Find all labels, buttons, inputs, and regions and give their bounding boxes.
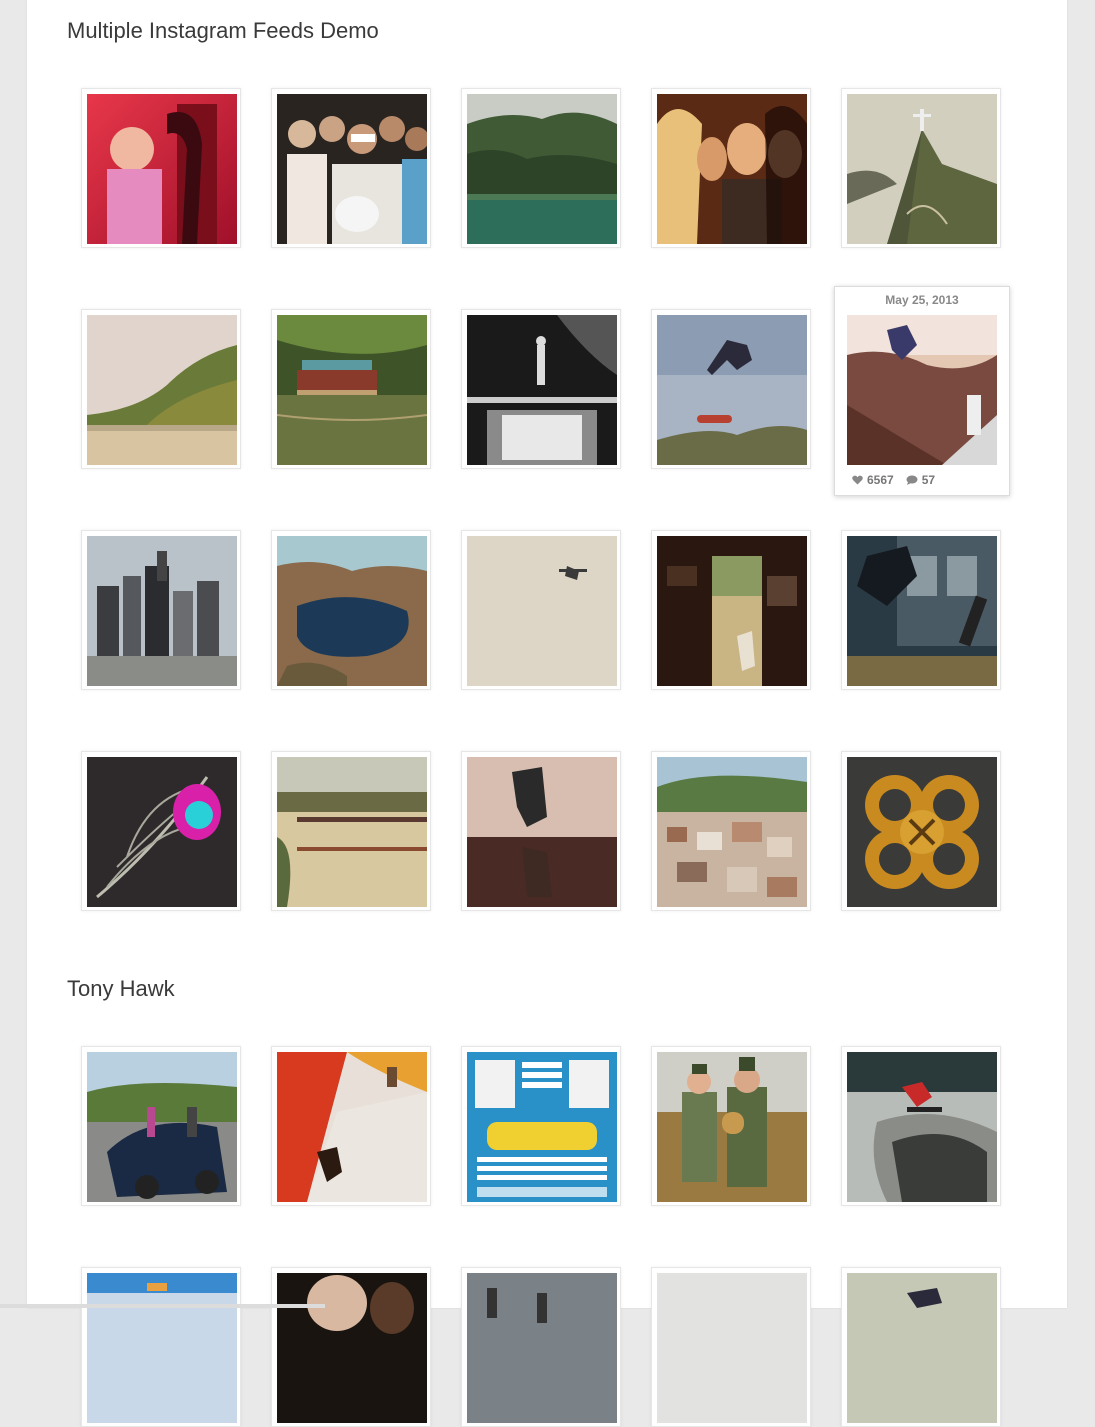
instagram-photo[interactable] xyxy=(461,1046,621,1206)
instagram-photo[interactable] xyxy=(271,751,431,911)
instagram-photo[interactable] xyxy=(651,1267,811,1427)
instagram-photo[interactable] xyxy=(841,88,1001,248)
instagram-photo[interactable] xyxy=(651,751,811,911)
photo-hover-card[interactable]: May 25, 2013 6567 57 xyxy=(834,286,1010,496)
photo-stats: 6567 57 xyxy=(852,473,943,487)
section-title-demo: Multiple Instagram Feeds Demo xyxy=(67,18,379,43)
instagram-photo[interactable] xyxy=(81,1267,241,1427)
instagram-photo[interactable] xyxy=(651,88,811,248)
instagram-photo[interactable] xyxy=(651,530,811,690)
instagram-photo[interactable] xyxy=(461,1267,621,1427)
instagram-photo[interactable] xyxy=(841,1046,1001,1206)
heart-icon xyxy=(852,475,863,485)
instagram-photo[interactable] xyxy=(271,530,431,690)
instagram-photo[interactable] xyxy=(841,1267,1001,1427)
instagram-photo[interactable] xyxy=(81,309,241,469)
comment-count: 57 xyxy=(921,473,936,487)
instagram-photo[interactable] xyxy=(461,88,621,248)
instagram-photo[interactable] xyxy=(81,1046,241,1206)
instagram-photo[interactable] xyxy=(81,530,241,690)
photo-date: May 25, 2013 xyxy=(885,293,959,307)
instagram-photo[interactable] xyxy=(651,1046,811,1206)
instagram-photo[interactable] xyxy=(271,309,431,469)
instagram-photo[interactable] xyxy=(651,309,811,469)
instagram-photo[interactable] xyxy=(841,530,1001,690)
instagram-photo[interactable] xyxy=(847,315,997,465)
instagram-photo[interactable] xyxy=(461,751,621,911)
comment-bubble-icon xyxy=(906,475,918,485)
instagram-photo[interactable] xyxy=(271,1046,431,1206)
instagram-photo[interactable] xyxy=(81,88,241,248)
horizontal-scrollbar[interactable] xyxy=(0,1304,325,1308)
instagram-photo[interactable] xyxy=(461,309,621,469)
instagram-photo[interactable] xyxy=(81,751,241,911)
instagram-photo[interactable] xyxy=(271,1267,431,1427)
section-title-tony-hawk: Tony Hawk xyxy=(67,976,175,1001)
instagram-photo[interactable] xyxy=(461,530,621,690)
like-count: 6567 xyxy=(867,473,894,487)
page-content: Multiple Instagram Feeds Demo May 25, 20… xyxy=(27,0,1067,1427)
instagram-photo[interactable] xyxy=(841,751,1001,911)
instagram-photo[interactable] xyxy=(271,88,431,248)
